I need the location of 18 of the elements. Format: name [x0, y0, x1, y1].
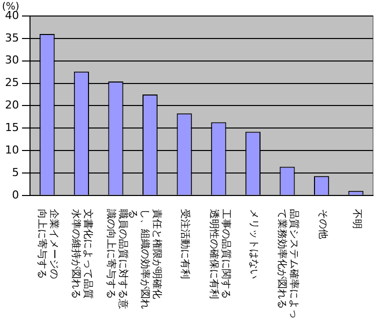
- x-tick-label: メリットはない: [246, 209, 259, 281]
- y-tick-label: 30: [4, 54, 19, 67]
- y-tick-label: 35: [4, 31, 19, 44]
- x-tick-label: 企業イメージの向上に寄与する: [35, 209, 60, 281]
- x-tick-label: 職員の品質に対する意識の向上に寄与する: [104, 209, 128, 311]
- x-tick-label: 品質システム確率によって業務効率化が図れる: [275, 209, 300, 321]
- y-tick-label: 20: [4, 98, 19, 112]
- y-tick-label: 0: [12, 188, 19, 202]
- y-tick-label: 25: [4, 76, 19, 90]
- x-tick-label: その他: [316, 209, 328, 241]
- y-tick-label: 10: [4, 143, 19, 156]
- y-tick-label: 5: [12, 166, 19, 179]
- x-tick-label: 文書化によって品質水準の維持が図れる: [69, 209, 94, 301]
- x-tick-label: 受注活動に有利: [178, 209, 190, 281]
- x-tick-label: 責任と権限が明確化し、組織の効率が図れる: [127, 209, 162, 311]
- x-tick-label: 不明: [350, 209, 362, 231]
- y-tick-label: 15: [4, 120, 19, 134]
- x-tick-label: 工事の品質に関する透明性の確保に有利: [206, 209, 231, 301]
